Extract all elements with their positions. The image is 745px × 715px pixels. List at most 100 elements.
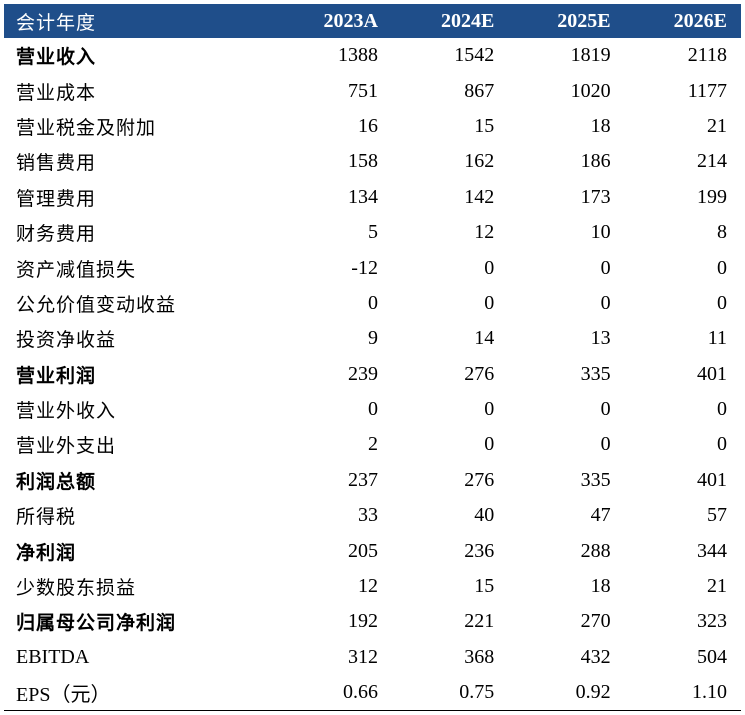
row-value-2024e: 368 — [464, 645, 495, 668]
row-label: 营业利润 — [16, 364, 97, 387]
row-value-2023a: 192 — [347, 610, 378, 633]
table-header: 会计年度 2023A 2024E 2025E 2026E — [4, 4, 741, 38]
row-label: 资产减值损失 — [16, 258, 137, 281]
row-label: 财务费用 — [16, 223, 97, 246]
table-body: 营业收入 1388 1542 1819 2118 营业成本 751 867 1020 1177 营业… — [4, 38, 741, 711]
header-row: 会计年度 2023A 2024E 2025E 2026E — [4, 4, 741, 38]
table-row: 归属母公司净利润 192 221 270 323 — [4, 604, 741, 639]
row-value-2026e: 0 — [717, 291, 727, 314]
row-value-2026e: 8 — [717, 221, 727, 244]
table-row: 投资净收益 9 14 13 11 — [4, 321, 741, 356]
row-value-2023a: 12 — [357, 575, 378, 598]
row-value-2026e: 323 — [697, 610, 727, 633]
row-label: 归属母公司净利润 — [16, 612, 177, 635]
row-label: 净利润 — [16, 541, 77, 564]
row-label: 少数股东损益 — [16, 577, 137, 600]
row-value-2025e: 0 — [600, 433, 611, 456]
row-label: 投资净收益 — [16, 329, 117, 352]
row-value-2024e: 15 — [474, 114, 495, 137]
row-value-2023a: 0 — [367, 398, 378, 421]
row-value-2026e: 1177 — [687, 79, 727, 102]
row-label: 所得税 — [16, 506, 77, 529]
table-row: 利润总额 237 276 335 401 — [4, 463, 741, 498]
row-value-2026e: 0 — [717, 256, 727, 279]
row-value-2026e: 344 — [697, 539, 727, 562]
row-value-2025e: 335 — [580, 362, 611, 385]
row-label: 营业收入 — [16, 46, 97, 69]
table-row: 营业成本 751 867 1020 1177 — [4, 73, 741, 108]
row-value-2024e: 40 — [474, 504, 495, 527]
table-row: 净利润 205 236 288 344 — [4, 533, 741, 568]
row-value-2025e: 47 — [590, 504, 611, 527]
table-row: 营业税金及附加 16 15 18 21 — [4, 109, 741, 144]
row-value-2025e: 10 — [590, 221, 611, 244]
row-value-2023a: 0.66 — [342, 680, 378, 703]
row-value-2026e: 11 — [707, 327, 727, 350]
row-value-2026e: 214 — [697, 150, 727, 173]
row-value-2024e: 221 — [464, 610, 495, 633]
table-row: 营业收入 1388 1542 1819 2118 — [4, 38, 741, 73]
row-value-2024e: 14 — [474, 327, 495, 350]
row-value-2026e: 0 — [717, 433, 727, 456]
row-value-2026e: 401 — [697, 362, 727, 385]
row-value-2024e: 1542 — [454, 44, 495, 67]
row-label: 管理费用 — [16, 187, 97, 210]
row-value-2023a: 237 — [347, 468, 378, 491]
row-value-2026e: 401 — [697, 468, 727, 491]
row-value-2026e: 199 — [697, 185, 727, 208]
row-value-2025e: 1819 — [570, 44, 611, 67]
table-row: 财务费用 5 12 10 8 — [4, 215, 741, 250]
row-value-2023a: 1388 — [337, 44, 378, 67]
header-2026e: 2026E — [673, 9, 727, 32]
row-value-2023a: 205 — [347, 539, 378, 562]
row-label: 营业外收入 — [16, 400, 117, 423]
header-2024e: 2024E — [440, 9, 495, 32]
row-value-2023a: 134 — [347, 185, 378, 208]
row-value-2025e: 288 — [580, 539, 611, 562]
row-value-2024e: 0 — [484, 291, 495, 314]
row-label: 销售费用 — [16, 152, 97, 175]
row-value-2023a: 158 — [347, 150, 378, 173]
row-value-2024e: 276 — [464, 362, 495, 385]
row-value-2023a: 239 — [347, 362, 378, 385]
table-row: 营业外支出 2 0 0 0 — [4, 427, 741, 462]
table-row: 销售费用 158 162 186 214 — [4, 144, 741, 179]
row-value-2023a: -12 — [351, 256, 378, 279]
table-row: 公允价值变动收益 0 0 0 0 — [4, 286, 741, 321]
row-value-2023a: 5 — [367, 221, 378, 244]
row-label: 利润总额 — [16, 470, 97, 493]
header-2023a: 2023A — [323, 9, 378, 32]
row-value-2023a: 9 — [367, 327, 378, 350]
row-value-2025e: 0.92 — [575, 680, 611, 703]
row-value-2025e: 0 — [600, 398, 611, 421]
row-value-2024e: 15 — [474, 575, 495, 598]
row-value-2024e: 0 — [484, 398, 495, 421]
row-value-2024e: 236 — [464, 539, 495, 562]
row-value-2024e: 276 — [464, 468, 495, 491]
row-value-2024e: 0 — [484, 256, 495, 279]
row-value-2024e: 142 — [464, 185, 495, 208]
table-row: 管理费用 134 142 173 199 — [4, 180, 741, 215]
row-value-2025e: 1020 — [570, 79, 611, 102]
header-2025e: 2025E — [557, 9, 611, 32]
row-value-2025e: 186 — [580, 150, 611, 173]
income-statement-table: 会计年度 2023A 2024E 2025E 2026E 营业收入 1388 154… — [4, 4, 741, 711]
row-value-2025e: 0 — [600, 256, 611, 279]
row-value-2026e: 57 — [707, 504, 727, 527]
row-value-2023a: 0 — [367, 291, 378, 314]
row-value-2024e: 12 — [474, 221, 495, 244]
row-value-2024e: 162 — [464, 150, 495, 173]
row-value-2023a: 33 — [357, 504, 378, 527]
row-value-2026e: 504 — [697, 645, 727, 668]
row-value-2026e: 0 — [717, 398, 727, 421]
row-value-2023a: 16 — [357, 114, 378, 137]
table-row: 所得税 33 40 47 57 — [4, 498, 741, 533]
row-value-2025e: 432 — [580, 645, 611, 668]
row-value-2023a: 2 — [367, 433, 378, 456]
row-value-2025e: 270 — [580, 610, 611, 633]
table-row: 资产减值损失 -12 0 0 0 — [4, 250, 741, 285]
row-label: EBITDA — [16, 645, 90, 668]
row-value-2026e: 21 — [707, 114, 727, 137]
row-value-2025e: 335 — [580, 468, 611, 491]
row-value-2025e: 18 — [590, 575, 611, 598]
